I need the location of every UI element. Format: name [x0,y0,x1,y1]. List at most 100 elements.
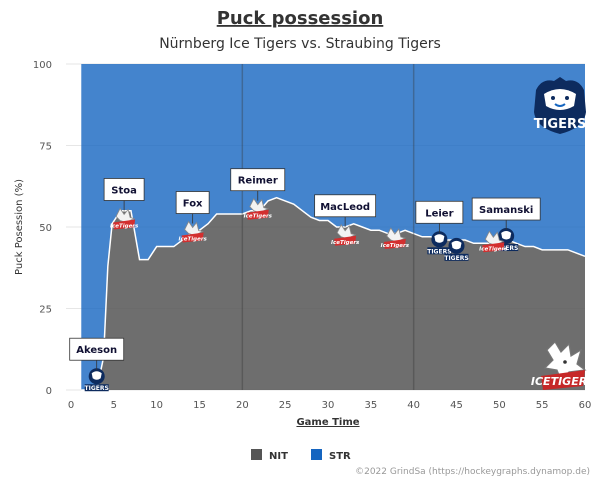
series-area-str [81,64,585,390]
str-logo-banner [444,253,469,261]
goal-scorer-label: Leier [425,208,453,219]
legend-label: STR [329,451,351,462]
goal-callout: Reimer [230,168,286,201]
y-tick-label: 75 [39,142,52,153]
x-axis: 0 5 10 15 20 25 30 35 40 45 50 55 60 [68,400,592,411]
goal-scorer-label: Samanski [479,205,533,216]
legend-item-nit: NIT [251,449,288,462]
y-axis-title: Puck Posession (%) [14,179,25,275]
goal-scorer-label: Stoa [111,185,137,196]
nit-logo-banner [482,242,505,253]
callout-box [69,337,125,361]
nit-logo-head [115,207,136,223]
legend-label: NIT [269,451,288,462]
goal-callout: MacLeod [314,194,377,227]
legend: NIT STR [251,449,351,462]
chart-title: Puck possession [217,8,384,29]
goal-scorer-label: Reimer [238,176,278,187]
x-tick-label: 5 [111,400,117,411]
nit-small-logo: IceTigers [110,207,139,230]
x-tick-label: 10 [150,400,163,411]
callout-box [230,168,286,192]
x-tick-label: 35 [364,400,377,411]
y-axis: 0 25 50 75 100 [33,60,52,397]
y-tick-label: 50 [39,223,52,234]
goal-callout: Samanski [471,197,541,231]
goal-scorer-label: Fox [183,199,203,210]
nit-small-logo-text: IceTigers [479,246,508,252]
nit-logo-banner [383,239,406,250]
nit-small-logo-text: IceTigers [178,237,207,243]
legend-swatch [251,449,262,460]
goal-scorer-label: MacLeod [320,202,370,213]
str-small-logo: TIGERS [85,368,109,392]
x-tick-label: 45 [450,400,463,411]
x-tick-label: 15 [193,400,206,411]
x-axis-title: Game Time [296,417,359,428]
callout-box [103,178,145,201]
legend-item-str: STR [311,449,351,462]
plot-area [81,64,586,391]
nit-logo-banner [181,232,204,243]
nit-logo-head [336,223,357,240]
goal-annotations: TIGERS Akeson IceTigers Stoa IceTigers Fox Ice… [69,168,541,392]
str-small-logo: TIGERS [444,237,469,262]
callout-box [314,194,377,218]
legend-swatch [311,449,322,460]
nit-small-logo: IceTigers [381,227,410,250]
str-logo-face [501,231,512,240]
goal-scorer-label: Akeson [76,345,117,356]
x-tick-label: 30 [322,400,335,411]
str-logo-banner [427,247,452,255]
nit-small-logo: IceTigers [178,220,208,243]
str-small-logo-text: TIGERS [85,385,109,392]
x-tick-label: 20 [236,400,249,411]
nit-small-logo: IceTigers [331,223,360,246]
goal-callout: Stoa [103,178,145,211]
str-small-logo-text: TIGERS [427,248,451,255]
str-logo-face [434,234,445,243]
nit-logo-head [249,197,269,214]
nit-logo-text: ICETIGERS [531,375,595,388]
x-tick-label: 50 [493,400,506,411]
str-logo-text: TIGERS [534,117,587,132]
nit-small-logo-text: IceTigers [244,214,273,220]
credit-text: ©2022 GrindSa (https://hockeygraphs.dyna… [355,467,590,477]
nit-small-logo-text: IceTigers [381,243,410,249]
y-tick-label: 0 [46,386,52,397]
nit-team-logo: ICETIGERS [531,341,595,390]
str-logo-face [451,240,462,250]
nit-logo-banner [334,235,357,246]
nit-small-logo-text: IceTigers [331,240,360,246]
goal-callout: Fox [175,191,210,224]
nit-logo-head [386,227,406,243]
nit-logo-head [484,230,505,246]
nit-small-logo: IceTigers [479,230,508,253]
y-tick-label: 100 [33,60,52,71]
goal-callout: Akeson [69,337,125,371]
nit-logo-banner [113,219,136,230]
str-logo-face [91,371,102,380]
goal-callout: Leier [415,200,464,234]
chart-subtitle: Nürnberg Ice Tigers vs. Straubing Tigers [159,36,441,52]
callout-box [471,197,541,221]
str-small-logo-text: TIGERS [494,245,518,252]
callout-box [415,200,464,224]
x-tick-label: 25 [279,400,292,411]
x-tick-label: 0 [68,400,74,411]
str-logo-banner [494,244,519,252]
x-tick-label: 40 [407,400,420,411]
x-tick-label: 55 [536,400,549,411]
str-small-logo: TIGERS [427,231,452,255]
nit-small-logo-text: IceTigers [110,223,139,229]
nit-logo-head [184,220,204,236]
str-small-logo: TIGERS [494,228,518,252]
nit-small-logo: IceTigers [244,197,273,220]
x-tick-label: 60 [579,400,592,411]
y-tick-label: 25 [39,305,52,316]
callout-box [175,191,210,214]
str-logo-banner [84,384,109,392]
str-team-logo: TIGERS [534,77,587,134]
